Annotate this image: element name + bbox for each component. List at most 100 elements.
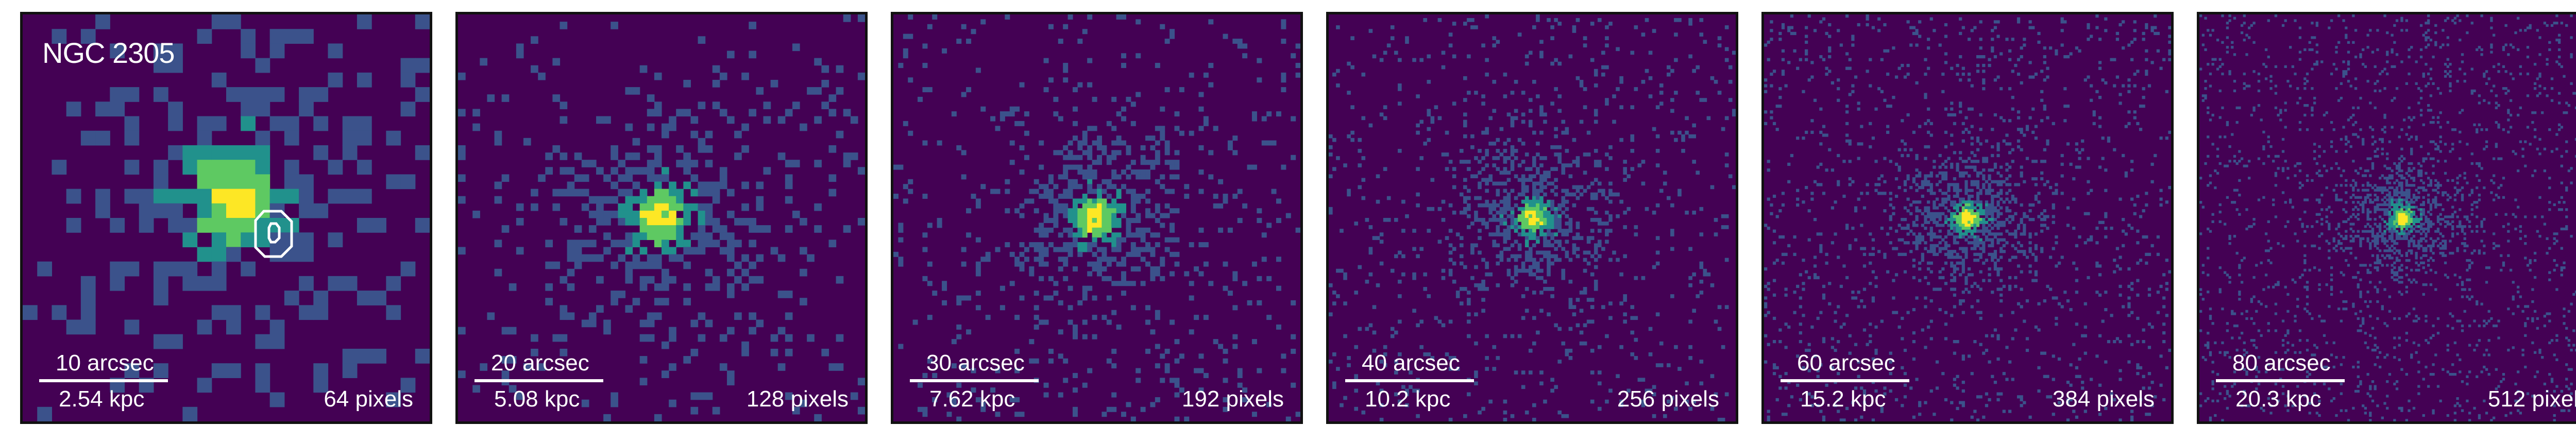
- count-pixel: [903, 121, 908, 126]
- count-pixel: [241, 116, 256, 131]
- count-pixel: [1959, 171, 1962, 175]
- count-pixel: [777, 254, 786, 262]
- count-pixel: [2087, 180, 2090, 183]
- count-pixel: [1810, 192, 1814, 195]
- count-pixel: [770, 79, 778, 88]
- count-pixel: [299, 87, 314, 102]
- count-pixel: [80, 319, 96, 335]
- count-pixel: [1372, 236, 1377, 240]
- count-pixel: [1539, 258, 1544, 262]
- count-pixel: [284, 160, 299, 175]
- count-pixel: [1717, 327, 1722, 331]
- count-pixel: [1903, 241, 1907, 245]
- count-pixel: [2020, 55, 2023, 59]
- count-pixel: [531, 36, 538, 44]
- count-pixel: [1666, 196, 1671, 200]
- count-pixel: [2264, 65, 2268, 69]
- count-pixel: [2233, 370, 2236, 373]
- count-pixel: [1543, 218, 1547, 222]
- count-pixel: [1343, 301, 1347, 305]
- count-pixel: [1956, 256, 1959, 259]
- count-pixel: [1412, 309, 1416, 313]
- count-pixel: [1929, 171, 1933, 175]
- count-pixel: [2008, 284, 2012, 288]
- count-pixel: [1616, 214, 1620, 218]
- count-pixel: [1935, 206, 1939, 210]
- count-pixel: [1106, 121, 1112, 126]
- count-pixel: [1077, 164, 1083, 170]
- count-pixel: [1452, 210, 1456, 215]
- count-pixel: [241, 174, 256, 190]
- count-pixel: [763, 167, 771, 175]
- count-pixel: [2136, 194, 2140, 198]
- count-pixel: [1605, 334, 1609, 338]
- count-pixel: [1106, 319, 1112, 325]
- count-pixel: [1938, 308, 1942, 312]
- count-pixel: [2130, 410, 2134, 413]
- count-pixel: [1854, 206, 1858, 210]
- count-pixel: [1496, 148, 1500, 153]
- count-pixel: [2040, 229, 2044, 233]
- count-pixel: [1903, 218, 1907, 222]
- count-pixel: [1912, 259, 1916, 262]
- count-pixel: [1973, 183, 1977, 186]
- count-pixel: [1802, 282, 1805, 285]
- count-pixel: [1427, 54, 1431, 59]
- count-pixel: [299, 247, 314, 262]
- count-pixel: [1970, 137, 1974, 140]
- count-pixel: [509, 356, 517, 364]
- count-pixel: [1005, 111, 1010, 117]
- count-pixel: [1521, 160, 1526, 164]
- count-pixel: [1889, 241, 1892, 245]
- count-pixel: [1912, 331, 1916, 335]
- count-pixel: [1991, 189, 1994, 192]
- count-pixel: [611, 22, 618, 29]
- count-pixel: [1281, 19, 1286, 25]
- count-pixel: [1851, 90, 1855, 93]
- count-pixel: [1961, 66, 1965, 70]
- count-pixel: [1198, 145, 1204, 150]
- count-pixel: [1072, 218, 1078, 223]
- count-pixel: [719, 109, 727, 117]
- count-pixel: [1857, 142, 1860, 146]
- count-pixel: [2016, 226, 2021, 230]
- count-pixel: [2252, 109, 2256, 112]
- count-pixel: [756, 87, 764, 95]
- count-pixel: [1692, 160, 1697, 164]
- count-pixel: [1897, 325, 1901, 329]
- count-pixel: [1532, 417, 1536, 421]
- count-pixel: [1927, 107, 1930, 111]
- count-pixel: [1999, 206, 2003, 210]
- count-pixel: [647, 334, 655, 342]
- count-pixel: [1790, 395, 1794, 399]
- count-pixel: [581, 319, 589, 328]
- count-pixel: [734, 130, 742, 139]
- count-pixel: [1058, 116, 1063, 122]
- count-pixel: [2130, 160, 2134, 163]
- count-pixel: [1503, 196, 1507, 200]
- count-pixel: [1851, 226, 1855, 230]
- count-pixel: [1929, 218, 1933, 222]
- count-pixel: [1869, 322, 1872, 326]
- count-pixel: [1521, 185, 1526, 190]
- count-pixel: [1970, 229, 1974, 233]
- count-pixel: [741, 341, 749, 349]
- count-pixel: [1985, 160, 1989, 163]
- count-pixel: [698, 210, 706, 218]
- count-pixel: [1924, 218, 1927, 222]
- count-pixel: [1645, 388, 1649, 393]
- count-pixel: [1781, 235, 1785, 239]
- count-pixel: [1072, 179, 1078, 184]
- count-pixel: [698, 101, 706, 109]
- count-pixel: [1968, 241, 1971, 245]
- count-pixel: [2020, 395, 2023, 399]
- count-pixel: [1793, 49, 1797, 53]
- count-pixel: [1575, 189, 1580, 193]
- count-pixel: [1941, 267, 1945, 271]
- count-pixel: [1532, 203, 1536, 208]
- count-pixel: [2252, 344, 2256, 347]
- count-pixel: [1869, 261, 1872, 265]
- count-pixel: [1092, 213, 1097, 218]
- count-pixel: [1198, 169, 1204, 175]
- count-pixel: [342, 189, 358, 204]
